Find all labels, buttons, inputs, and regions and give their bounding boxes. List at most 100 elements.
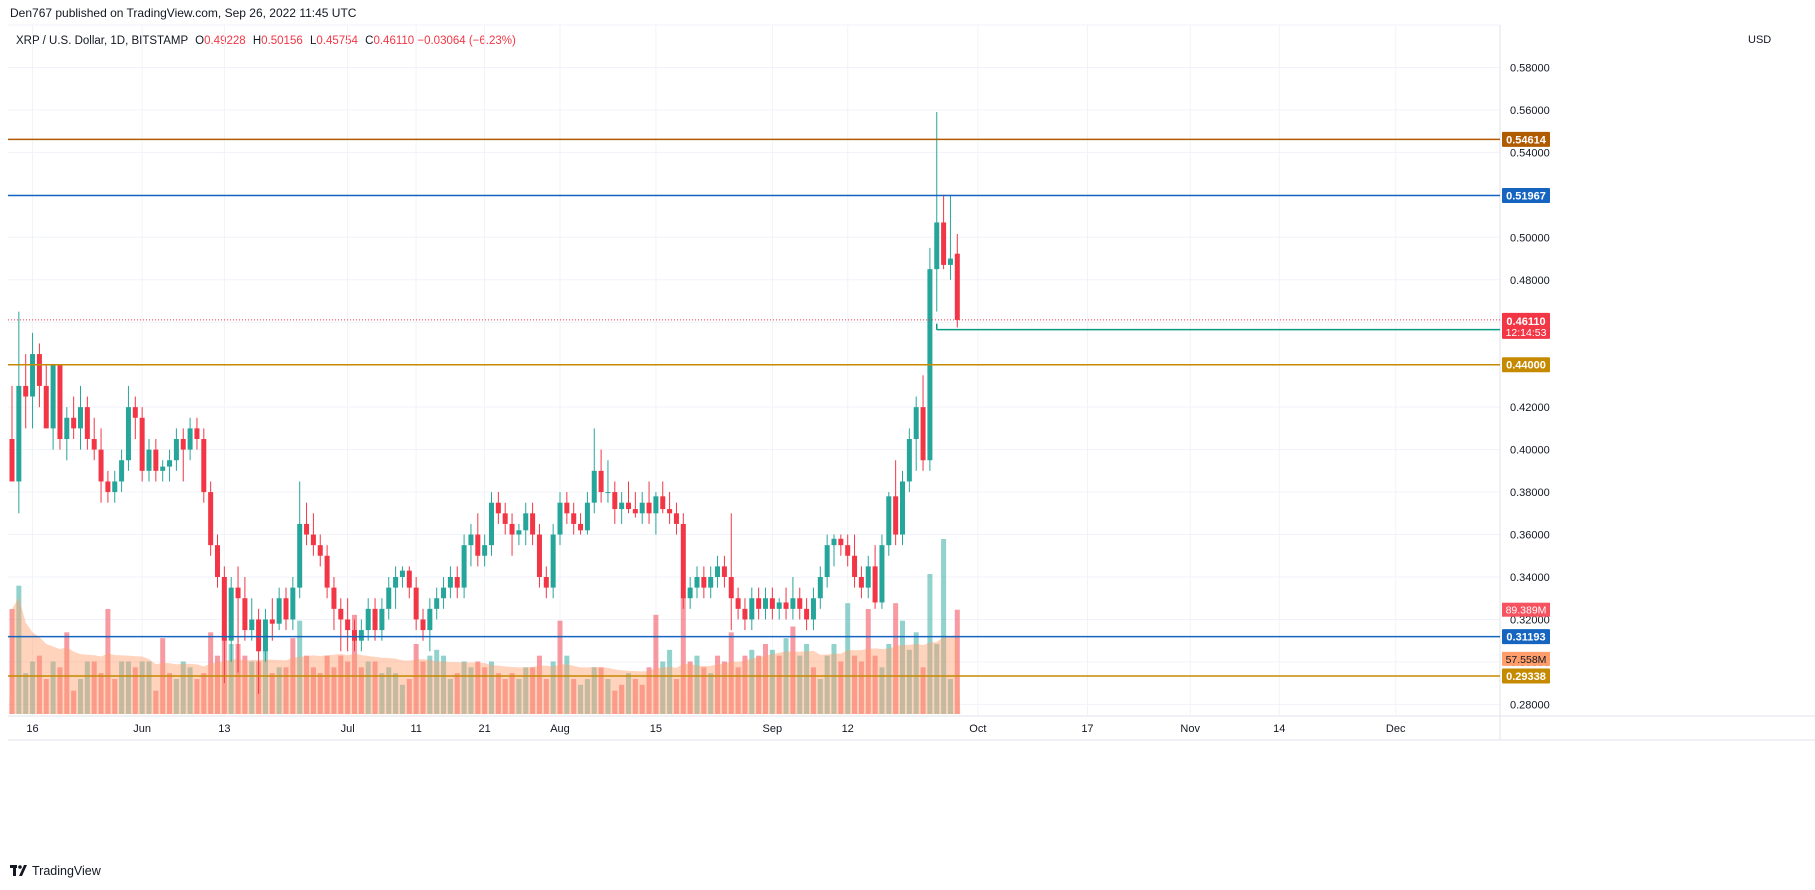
volume-bar: [920, 667, 926, 714]
candle: [530, 502, 536, 546]
volume-bar: [358, 667, 364, 714]
volume-bar: [399, 684, 405, 714]
candle: [105, 470, 111, 503]
candle: [297, 481, 303, 599]
volume-bar: [557, 620, 563, 714]
candle: [475, 513, 481, 567]
volume-bar: [721, 661, 727, 714]
candle-body: [680, 523, 686, 599]
candle: [269, 598, 275, 641]
candle: [249, 598, 255, 641]
volume-bar: [900, 620, 905, 714]
candle-body: [893, 496, 899, 535]
candle: [721, 555, 727, 588]
volume-bar: [906, 649, 912, 714]
volume-bar: [543, 679, 549, 714]
candle: [598, 449, 604, 503]
time-tick-label: 16: [26, 723, 38, 735]
candle: [324, 545, 330, 599]
time-tick-label: 21: [479, 723, 491, 735]
volume-bar: [893, 603, 899, 714]
volume-bar: [146, 661, 152, 714]
candle-body: [783, 602, 789, 609]
volume-bar: [180, 661, 186, 714]
candle: [783, 587, 789, 620]
candle-body: [50, 364, 56, 429]
volume-tag: [1502, 602, 1550, 617]
price-tick-label: 0.36000: [1510, 530, 1550, 542]
candle: [468, 523, 474, 567]
legend-symbol[interactable]: XRP / U.S. Dollar, 1D, BITSTAMP: [16, 35, 188, 47]
candle: [584, 492, 590, 535]
volume-bar: [406, 679, 412, 714]
candle: [420, 608, 426, 641]
candle-body: [900, 481, 905, 535]
candle: [187, 417, 193, 461]
candle-body: [262, 619, 268, 652]
candle: [413, 577, 419, 631]
candle: [447, 566, 453, 599]
volume-bar: [78, 679, 83, 714]
candle: [516, 523, 522, 546]
time-tick-label: Jun: [133, 723, 151, 735]
last-price-countdown: 12:14:53: [1506, 327, 1547, 339]
candle: [831, 534, 837, 567]
candle-body: [153, 449, 159, 471]
volume-bar: [564, 655, 570, 714]
hline-label-tag: [1502, 188, 1550, 204]
candle: [591, 428, 597, 514]
volume-bar: [687, 661, 693, 714]
candle-body: [228, 587, 234, 641]
time-tick-label: 14: [1273, 723, 1285, 735]
volume-bar: [749, 649, 755, 714]
hline-label-tag: [1502, 668, 1550, 684]
candle: [790, 577, 796, 620]
candle: [639, 492, 645, 524]
volume-bar: [865, 609, 871, 714]
candle: [331, 577, 337, 631]
candle-body: [694, 577, 700, 588]
volume-bar: [98, 673, 104, 714]
candle-body: [735, 598, 741, 609]
candle: [406, 566, 412, 599]
volume-bar: [742, 655, 748, 714]
candle-body: [297, 523, 303, 588]
volume-bar: [872, 655, 878, 714]
candle-body: [98, 449, 104, 482]
candle-body: [913, 407, 919, 439]
volume-bar: [756, 655, 762, 714]
candle: [749, 587, 755, 631]
volume-bar: [173, 679, 179, 714]
price-tick-label: 0.50000: [1510, 232, 1550, 244]
volume-bar: [215, 655, 220, 714]
candle-body: [858, 577, 864, 588]
candle: [619, 492, 625, 524]
tradingview-brand[interactable]: TradingView: [10, 864, 101, 878]
candle: [578, 513, 584, 535]
volume-bar: [797, 655, 803, 714]
candle-body: [269, 619, 275, 624]
candle-body: [530, 513, 536, 535]
volume-bar: [43, 679, 49, 714]
candle: [160, 460, 166, 482]
volume-bar: [153, 690, 159, 714]
candle: [701, 566, 707, 599]
price-tick-label: 0.40000: [1510, 445, 1550, 457]
price-tick-label: 0.48000: [1510, 275, 1550, 287]
candle: [276, 587, 282, 631]
volume-bar: [495, 673, 501, 714]
time-axis[interactable]: 16 Jun 13 Jul 11 21 Aug 15 Sep 12 Oct 17 Nov 14 Dec: [26, 723, 1406, 735]
volume-bar: [30, 661, 36, 714]
candle: [98, 428, 104, 503]
volume-bar: [530, 667, 536, 714]
candle: [146, 439, 152, 482]
candle-body: [146, 449, 152, 471]
candle-body: [626, 502, 631, 510]
candles: [9, 112, 960, 694]
volume-bar: [639, 684, 645, 714]
horizontal-lines[interactable]: [8, 138, 1500, 677]
volume-bar: [139, 661, 145, 714]
candle: [626, 481, 631, 514]
volume-bar: [660, 661, 666, 714]
